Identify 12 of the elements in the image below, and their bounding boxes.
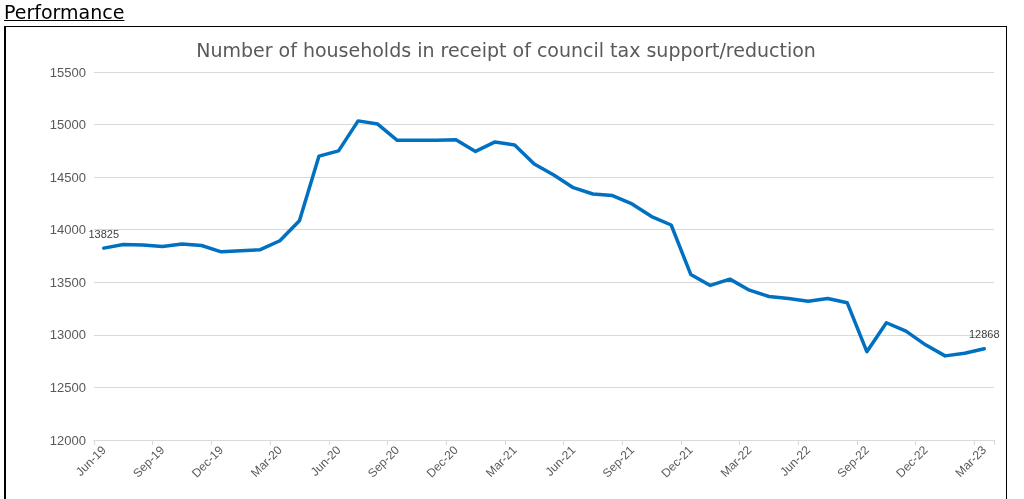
data-label: 13825 [88,227,120,240]
y-tick-label: 14500 [49,169,86,185]
y-tick-label: 13000 [49,327,86,343]
y-tick-label: 12500 [49,379,86,395]
y-tick-label: 15500 [49,64,86,80]
data-label: 12868 [968,328,1000,341]
chart-title: Number of households in receipt of council tax support/reduction [196,38,816,61]
y-tick-label: 13500 [49,274,86,290]
y-tick-label: 15000 [49,117,86,133]
y-tick-label: 14000 [49,222,86,238]
y-tick-label: 12000 [49,432,86,448]
text: Performance [4,0,125,25]
